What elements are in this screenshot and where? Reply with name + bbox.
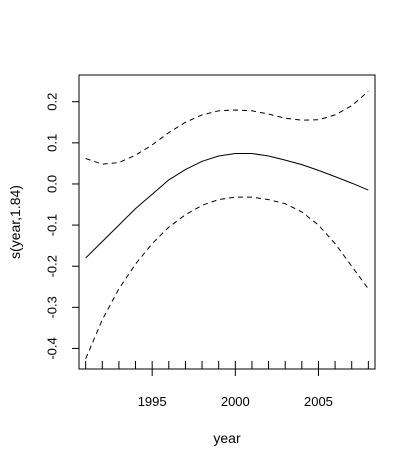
series-lines	[85, 91, 369, 359]
confidence-band-line	[85, 196, 369, 359]
y-axis-title: s(year,1.84)	[7, 185, 23, 259]
y-tick-label: -0.4	[44, 337, 59, 359]
y-tick-label: 0.1	[44, 134, 59, 152]
x-tick-label: 2000	[221, 394, 250, 409]
y-tick-label: -0.1	[44, 214, 59, 236]
y-tick-label: -0.2	[44, 255, 59, 277]
rug-marks	[85, 361, 369, 369]
x-tick-label: 1995	[138, 394, 167, 409]
confidence-band-line	[85, 91, 369, 165]
y-tick-label: 0.0	[44, 175, 59, 193]
y-tick-label: -0.3	[44, 296, 59, 318]
x-axis-title: year	[213, 430, 241, 446]
y-axis: -0.4 -0.3 -0.2 -0.1 0.0 0.1 0.2	[44, 93, 79, 360]
plot-frame	[78, 74, 376, 370]
x-axis: 1995 2000 2005	[138, 369, 333, 409]
y-tick-label: 0.2	[44, 93, 59, 111]
x-tick-label: 2005	[304, 394, 333, 409]
smooth-fit-line	[85, 153, 369, 259]
